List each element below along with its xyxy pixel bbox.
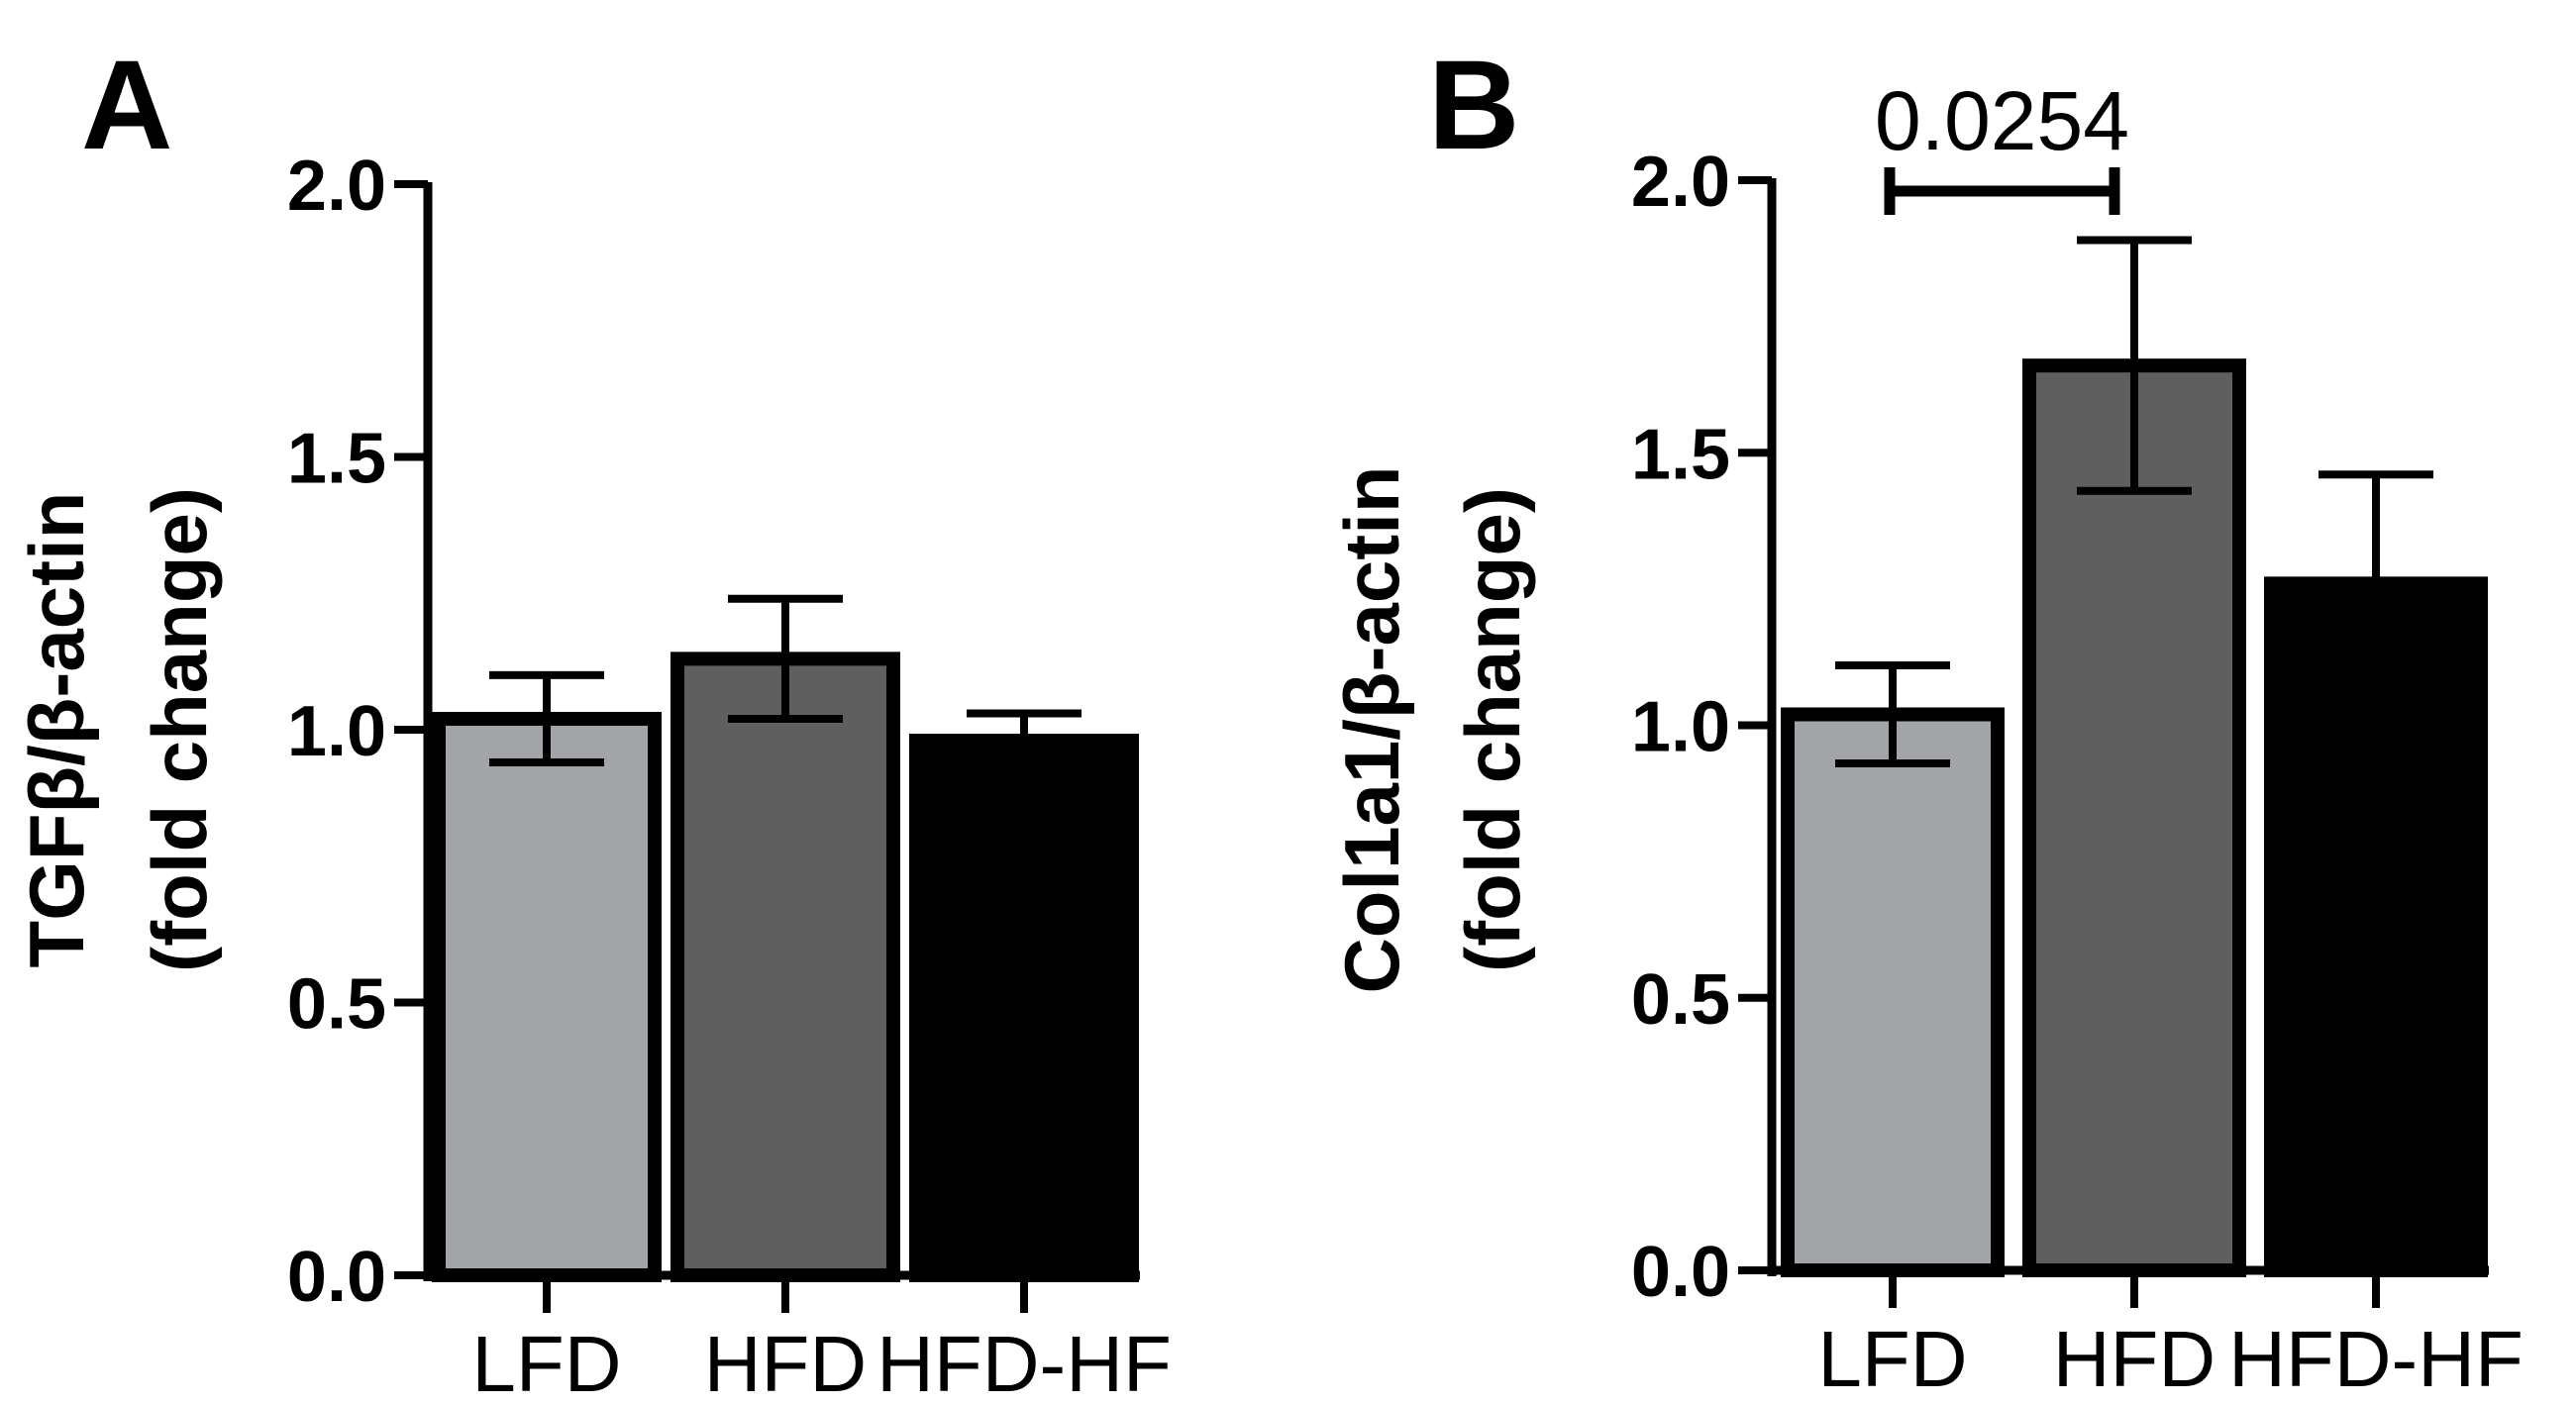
bar: [2022, 358, 2246, 1278]
y-tick-label: 2.0: [1631, 143, 1730, 222]
x-tick-label: HFD-HF: [876, 1320, 1172, 1405]
bar: [909, 734, 1139, 1282]
y-tick-label: 1.5: [1631, 415, 1730, 494]
x-tick-label: LFD: [1817, 1315, 1967, 1403]
y-axis-label: Col1a1/β-actin: [1328, 465, 1415, 993]
x-tick-label: HFD: [2053, 1315, 2215, 1403]
x-tick-label: HFD-HF: [2228, 1315, 2524, 1403]
x-tick-label: HFD: [704, 1320, 867, 1405]
y-tick-label: 1.0: [287, 692, 386, 771]
y-tick-label: 2.0: [287, 147, 386, 226]
y-tick-label: 0.0: [1631, 1233, 1730, 1312]
y-axis-label-units: (fold change): [136, 487, 223, 972]
y-tick-label: 0.5: [287, 965, 386, 1045]
p-value-label: 0.0254: [1875, 74, 2129, 167]
panel-a: A 0.0 0.5 1.0 1.5 2.0 LFD HFD HFD-HF TGFβ/β-actin…: [13, 35, 1172, 1405]
panel-letter: B: [1428, 35, 1519, 176]
y-tick-label: 0.5: [1631, 960, 1730, 1040]
y-axis-label-units: (fold change): [1449, 487, 1536, 972]
y-tick-label: 1.0: [1631, 688, 1730, 767]
panel-b: B 0.0 0.5 1.0 1.5 2.0 LFD HFD HFD-HF Col1a1/β-act…: [1328, 35, 2524, 1403]
y-axis-label: TGFβ/β-actin: [13, 492, 100, 968]
bar: [1781, 707, 2005, 1277]
y-tick-label: 0.0: [287, 1238, 386, 1317]
y-tick-label: 1.5: [287, 420, 386, 499]
bar: [432, 711, 662, 1282]
bar: [670, 652, 900, 1282]
x-tick-label: LFD: [471, 1320, 621, 1405]
panel-letter: A: [81, 35, 172, 176]
